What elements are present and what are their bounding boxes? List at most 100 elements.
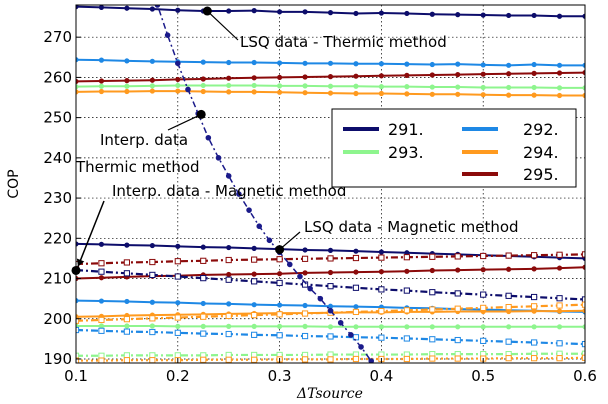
series-292-thermic-lsq-point (276, 60, 283, 66)
series-292-magnetic-interp-point (327, 333, 334, 340)
series-291-magnetic-lsq-point (226, 244, 232, 251)
series-291-thermic-interp-point (185, 86, 191, 93)
series-295-thermic-lsq-point (353, 73, 359, 79)
annotation-lsq-thermic-label: LSQ data - Thermic method (240, 33, 447, 51)
series-293-thermic-lsq-point (226, 82, 232, 89)
series-292-magnetic-interp-line (76, 328, 585, 346)
series-291-magnetic-interp-point (123, 270, 131, 277)
series-292-magnetic-lsq-point (276, 302, 283, 308)
series-291-magnetic-lsq-point (251, 245, 257, 251)
series-295-magnetic-interp-point (301, 255, 309, 262)
y-tick-label: 200 (43, 310, 72, 328)
legend-label-294: 294. (523, 143, 559, 162)
series-291-thermic-lsq-point (327, 10, 334, 16)
series-292-thermic-lsq-point (404, 61, 410, 67)
series-295-magnetic-lsq-point (480, 267, 486, 273)
series-294-magnetic-interp-point (480, 304, 487, 311)
series-291-magnetic-lsq-point (302, 247, 308, 253)
series-295-thermic-lsq-point (506, 71, 512, 77)
grid (75, 5, 586, 363)
series-295-magnetic-lsq-point (404, 268, 410, 274)
series-291-thermic-lsq-point (124, 5, 130, 11)
series-291-magnetic-interp-point (480, 291, 487, 298)
x-tick-label: 0.5 (471, 367, 495, 385)
series-294-thermic-lsq-point (327, 90, 334, 96)
series-295-thermic-lsq-point (429, 72, 435, 78)
y-tick-label: 230 (43, 189, 72, 207)
series-294-magnetic-interp-point (505, 303, 512, 311)
series-294-magnetic-interp-point (531, 303, 538, 310)
series-293-magnetic-interp-line (76, 352, 585, 357)
series-293-thermic-lsq-point (531, 84, 537, 91)
series-291-magnetic-lsq-point (98, 241, 105, 247)
series-294-magnetic-interp-point (174, 314, 181, 321)
series-291-magnetic-lsq-point (124, 242, 130, 248)
legend: 291. 292. 293. 294. 295. (331, 108, 577, 188)
series-291-thermic-lsq-point (556, 13, 563, 19)
series-295-magnetic-lsq-point (531, 266, 537, 272)
series-291-thermic-lsq-point (226, 8, 232, 14)
series-293-magnetic-lsq-point (327, 324, 334, 330)
y-tick-label: 260 (43, 68, 72, 86)
series-295-thermic-lsq-point (124, 78, 130, 84)
series-293-magnetic-lsq-point (378, 324, 384, 330)
series-291-thermic-lsq-point (149, 6, 155, 12)
series-294-magnetic-interp-point (352, 308, 360, 316)
series-293-magnetic-lsq-point (175, 323, 181, 329)
series-292-magnetic-lsq-point (149, 299, 155, 305)
series-291-thermic-interp-point (348, 332, 354, 338)
series-292-thermic-lsq-point (353, 61, 359, 67)
series-292-magnetic-lsq-point (226, 301, 232, 307)
series-292-thermic-lsq-point (124, 58, 130, 64)
series-294-thermic-lsq-point (175, 88, 181, 94)
series-295-magnetic-interp-point (454, 253, 461, 260)
series-292-magnetic-interp-point (454, 336, 461, 344)
series-295-magnetic-lsq-point (455, 267, 461, 273)
series-293-magnetic-lsq-point (404, 324, 410, 330)
series-294-magnetic-interp-point (225, 312, 232, 320)
series-295-magnetic-lsq-point (226, 271, 232, 278)
series-294-magnetic-interp-lower-point (301, 356, 309, 363)
series-294-magnetic-lsq-point (531, 308, 537, 314)
series-291-thermic-lsq-point (175, 7, 181, 13)
series-292-magnetic-interp-point (225, 330, 232, 338)
series-294-thermic-lsq-point (531, 92, 537, 98)
series-294-thermic-lsq-point (226, 89, 232, 95)
series-292-thermic-lsq-point (455, 61, 461, 67)
series-295-thermic-lsq-point (149, 77, 155, 83)
series-294-thermic-lsq-point (200, 88, 206, 95)
series-292-thermic-lsq-point (98, 57, 105, 63)
series-293-magnetic-lsq-point (276, 323, 283, 329)
series-294-magnetic-interp-point (581, 301, 585, 308)
series-294-magnetic-interp-lower-point (200, 356, 207, 363)
series-292-magnetic-interp-point (174, 329, 181, 336)
series-295-magnetic-interp-point (251, 256, 258, 263)
series-293-thermic-lsq-point (200, 82, 206, 89)
ticks-group: 0.1 0.2 0.3 0.4 0.5 0.6 190 200 210 220 230 240 250 2… (43, 28, 597, 385)
series-295-magnetic-interp-point (123, 259, 131, 266)
series-291-thermic-interp-point (266, 237, 273, 244)
series-292-magnetic-interp-point (251, 331, 258, 338)
series-293-magnetic-lsq-point (200, 323, 206, 329)
series-292-thermic-lsq-point (302, 60, 308, 66)
series-292-magnetic-interp-point (149, 328, 156, 336)
series-291-magnetic-interp-point (581, 296, 585, 303)
series-295-thermic-lsq-point (480, 71, 486, 77)
series-294-magnetic-interp-line (76, 303, 585, 322)
series-293-thermic-lsq-point (175, 82, 181, 89)
series-292-magnetic-interp-point (378, 334, 385, 341)
series-291-thermic-lsq-point (251, 8, 257, 14)
series-294-thermic-lsq-point (429, 91, 435, 97)
y-tick-label: 190 (43, 350, 72, 368)
series-294-thermic-lsq-point (276, 89, 283, 95)
series-295-thermic-lsq-point (226, 75, 232, 81)
legend-label-291: 291. (388, 120, 424, 139)
series-295-magnetic-interp-point (429, 253, 436, 260)
series-295-magnetic-interp-point (98, 260, 105, 267)
series-294-thermic-lsq-point (124, 88, 130, 95)
legend-label-293: 293. (388, 143, 424, 162)
series-294-magnetic-interp-point (403, 307, 410, 314)
series-295-magnetic-lsq-point (429, 267, 435, 274)
series-294-thermic-lsq-point (480, 92, 486, 98)
series-293-magnetic-lsq-point (455, 324, 461, 330)
